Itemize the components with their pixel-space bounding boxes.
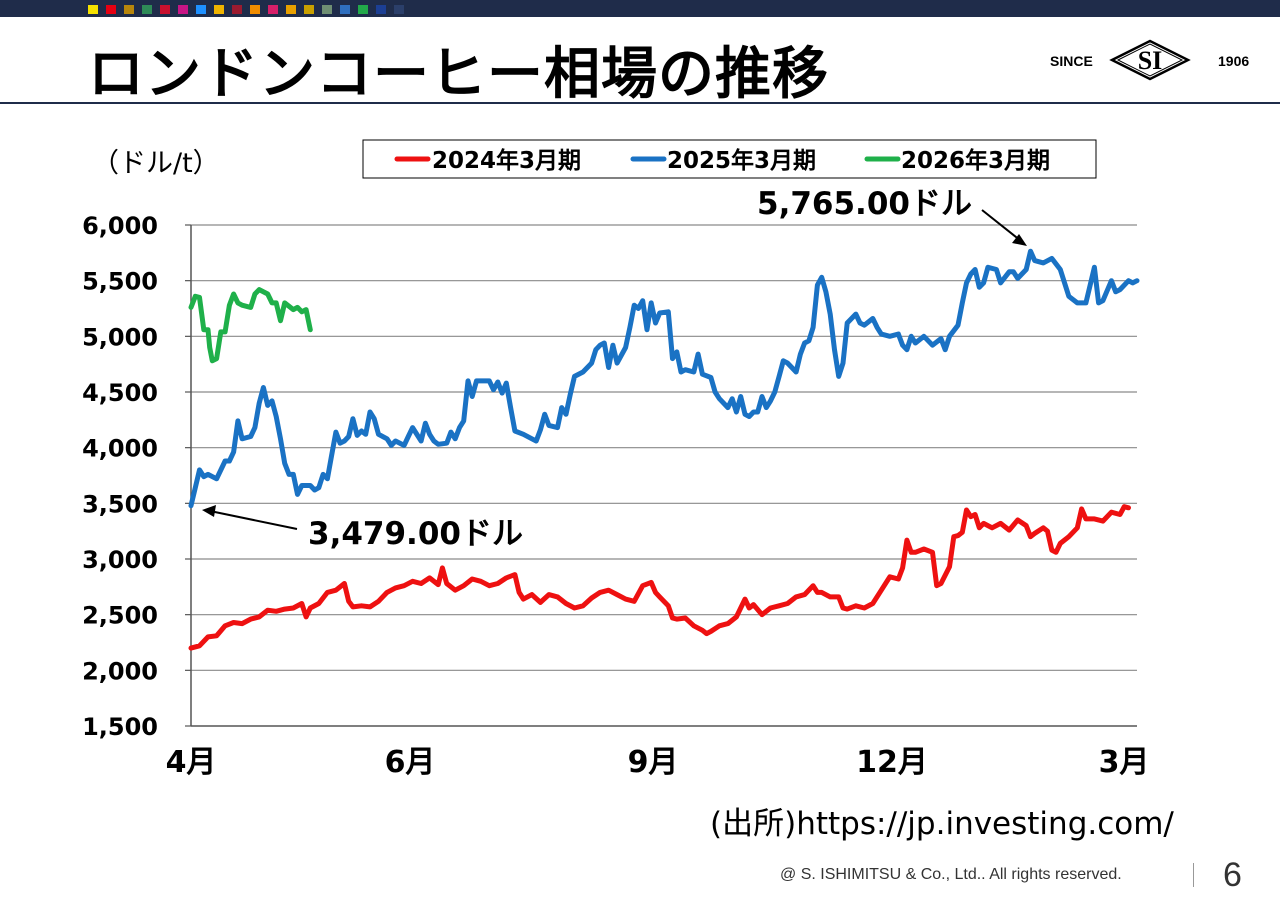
top-banner — [0, 0, 1280, 17]
banner-square-8 — [232, 5, 242, 14]
annotation-low: 3,479.00ドル — [202, 505, 523, 552]
banner-square-2 — [124, 5, 134, 14]
y-tick-label: 4,000 — [82, 435, 158, 463]
series-line-1 — [188, 248, 1140, 509]
banner-square-13 — [322, 5, 332, 14]
series-lines — [188, 248, 1140, 651]
legend-label-2026: 2026年3月期 — [901, 147, 1050, 174]
copyright-text: @ S. ISHIMITSU & Co., Ltd.. All rights r… — [780, 866, 1122, 883]
legend: 2024年3月期 2025年3月期 2026年3月期 — [362, 139, 1097, 179]
banner-square-11 — [286, 5, 296, 14]
banner-square-9 — [250, 5, 260, 14]
x-tick-label: 12月 — [856, 745, 928, 780]
banner-square-4 — [160, 5, 170, 14]
annotation-low-label: 3,479.00ドル — [308, 516, 523, 552]
legend-box — [362, 139, 1097, 179]
y-tick-label: 6,000 — [82, 212, 158, 240]
banner-square-7 — [214, 5, 224, 14]
y-tick-label: 5,500 — [82, 268, 158, 296]
annotation-high-arrow — [981, 209, 1022, 242]
series-line-2 — [188, 287, 313, 364]
banner-square-10 — [268, 5, 278, 14]
x-tick-label: 4月 — [166, 745, 217, 780]
y-axis-ticks: 1,500 2,000 2,500 3,000 3,500 4,000 4,500 5,000… — [82, 212, 191, 741]
logo-mark: SI — [1138, 46, 1163, 75]
color-square-row — [88, 5, 404, 14]
x-tick-label: 9月 — [628, 745, 679, 780]
coffee-price-chart: （ドル/t） 2024年3月期 2025年3月期 2026年3月期 1,500 2… — [82, 139, 1150, 780]
page-number: 6 — [1223, 856, 1242, 894]
y-tick-label: 1,500 — [82, 713, 158, 741]
banner-square-16 — [376, 5, 386, 14]
banner-square-5 — [178, 5, 188, 14]
y-tick-label: 2,000 — [82, 657, 158, 685]
logo-diamond — [1109, 39, 1191, 81]
banner-square-0 — [88, 5, 98, 14]
banner-square-3 — [142, 5, 152, 14]
y-tick-label: 4,500 — [82, 379, 158, 407]
logo-since: SINCE — [1050, 53, 1093, 69]
banner-square-14 — [340, 5, 350, 14]
company-logo: SINCE SI 1906 — [1050, 39, 1249, 81]
annotation-high: 5,765.00ドル — [757, 186, 1027, 246]
gridlines — [191, 224, 1137, 671]
page-title: ロンドンコーヒー相場の推移 — [88, 42, 829, 107]
y-tick-label: 2,500 — [82, 602, 158, 630]
x-axis-ticks: 4月 6月 9月 12月 3月 — [166, 745, 1150, 780]
source-note: (出所)https://jp.investing.com/ — [710, 806, 1174, 842]
title-underline — [0, 102, 1280, 104]
banner-square-15 — [358, 5, 368, 14]
legend-label-2024: 2024年3月期 — [432, 147, 581, 174]
legend-label-2025: 2025年3月期 — [667, 147, 816, 174]
series-line-0 — [188, 504, 1131, 651]
banner-square-12 — [304, 5, 314, 14]
logo-year: 1906 — [1218, 53, 1249, 69]
y-tick-label: 3,500 — [82, 490, 158, 518]
y-tick-label: 5,000 — [82, 323, 158, 351]
y-tick-label: 3,000 — [82, 546, 158, 574]
banner-square-17 — [394, 5, 404, 14]
footer-divider — [1193, 863, 1194, 887]
banner-square-6 — [196, 5, 206, 14]
unit-label: （ドル/t） — [92, 148, 220, 179]
annotation-low-arrow — [209, 510, 298, 530]
banner-square-1 — [106, 5, 116, 14]
x-tick-label: 6月 — [385, 745, 436, 780]
annotation-high-label: 5,765.00ドル — [757, 186, 972, 222]
x-tick-label: 3月 — [1099, 745, 1150, 780]
